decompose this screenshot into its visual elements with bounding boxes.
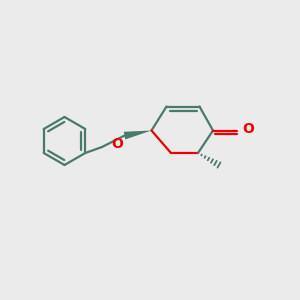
Text: O: O <box>242 122 254 136</box>
Text: O: O <box>111 137 123 151</box>
Polygon shape <box>124 130 152 140</box>
